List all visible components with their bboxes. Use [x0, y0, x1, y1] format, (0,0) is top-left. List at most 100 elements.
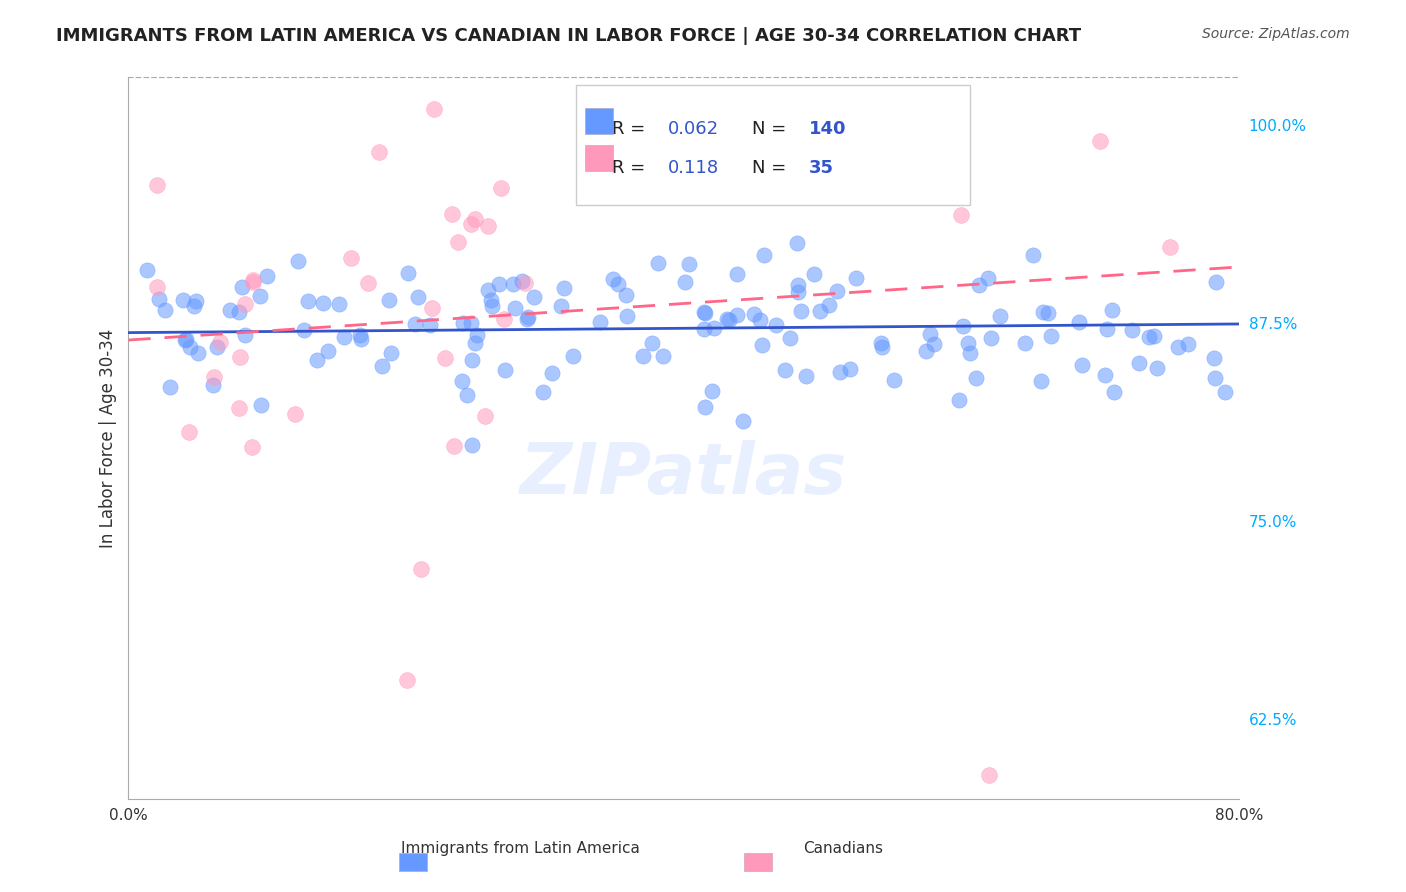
Point [956, 335, 979, 350]
Point [845, 271, 868, 285]
Point [202, 369, 225, 384]
Point [446, 235, 468, 249]
Point [830, 365, 852, 379]
Point [869, 336, 891, 351]
Point [1205, 275, 1227, 289]
Text: Canadians: Canadians [804, 841, 883, 856]
Point [340, 252, 363, 266]
Point [703, 320, 725, 334]
Point [717, 313, 740, 327]
Point [883, 374, 905, 388]
Point [751, 338, 773, 352]
Point [779, 331, 801, 345]
Point [1029, 374, 1052, 388]
Point [988, 309, 1011, 323]
Point [250, 398, 273, 412]
Point [479, 293, 502, 307]
Point [179, 425, 201, 440]
Point [725, 267, 748, 281]
Point [1202, 351, 1225, 365]
Point [233, 297, 256, 311]
Text: R =: R = [612, 120, 645, 138]
Point [371, 359, 394, 373]
Point [159, 379, 181, 393]
Point [146, 280, 169, 294]
Point [652, 349, 675, 363]
Point [453, 316, 475, 330]
Point [477, 219, 499, 233]
Point [433, 351, 456, 366]
Point [808, 303, 831, 318]
Point [368, 145, 391, 160]
Point [614, 288, 637, 302]
Text: 0.118: 0.118 [668, 159, 718, 177]
Point [787, 277, 810, 292]
Point [915, 344, 938, 359]
Point [1146, 361, 1168, 376]
Point [631, 349, 654, 363]
Point [616, 309, 638, 323]
Point [233, 327, 256, 342]
Point [553, 281, 575, 295]
Point [790, 304, 813, 318]
Point [786, 235, 808, 250]
Point [349, 332, 371, 346]
Point [969, 278, 991, 293]
Point [1040, 329, 1063, 343]
Point [693, 321, 716, 335]
Point [765, 318, 787, 332]
Point [1094, 368, 1116, 382]
Point [523, 290, 546, 304]
Point [174, 332, 197, 346]
Y-axis label: In Labor Force | Age 30-34: In Labor Force | Age 30-34 [100, 328, 117, 548]
Point [870, 340, 893, 354]
Point [502, 277, 524, 291]
Point [242, 276, 264, 290]
Point [1032, 305, 1054, 319]
Point [678, 257, 700, 271]
Point [187, 346, 209, 360]
Point [328, 297, 350, 311]
Point [404, 317, 426, 331]
Point [1215, 384, 1237, 399]
Point [1159, 240, 1181, 254]
Point [218, 303, 240, 318]
Point [1204, 371, 1226, 385]
Point [205, 340, 228, 354]
Point [1038, 305, 1060, 319]
Point [787, 285, 810, 299]
Point [460, 217, 482, 231]
Point [838, 362, 860, 376]
Point [451, 374, 474, 388]
Point [492, 312, 515, 326]
Point [357, 276, 380, 290]
Point [477, 283, 499, 297]
Point [242, 273, 264, 287]
Point [228, 350, 250, 364]
Point [742, 307, 765, 321]
Point [517, 310, 540, 324]
Point [406, 290, 429, 304]
Point [1143, 329, 1166, 343]
Point [1101, 303, 1123, 318]
Text: R =: R = [612, 159, 645, 177]
Point [950, 208, 973, 222]
Point [589, 315, 612, 329]
Point [228, 401, 250, 416]
Point [803, 267, 825, 281]
Point [465, 328, 488, 343]
Point [725, 308, 748, 322]
Point [922, 336, 945, 351]
Point [228, 305, 250, 319]
Point [474, 409, 496, 423]
Point [607, 277, 630, 291]
Point [1067, 314, 1090, 328]
Point [378, 293, 401, 307]
Point [641, 336, 664, 351]
Point [550, 299, 572, 313]
Point [731, 414, 754, 428]
Point [1088, 135, 1111, 149]
Text: 0.062: 0.062 [668, 120, 718, 138]
Point [796, 368, 818, 383]
Point [531, 384, 554, 399]
